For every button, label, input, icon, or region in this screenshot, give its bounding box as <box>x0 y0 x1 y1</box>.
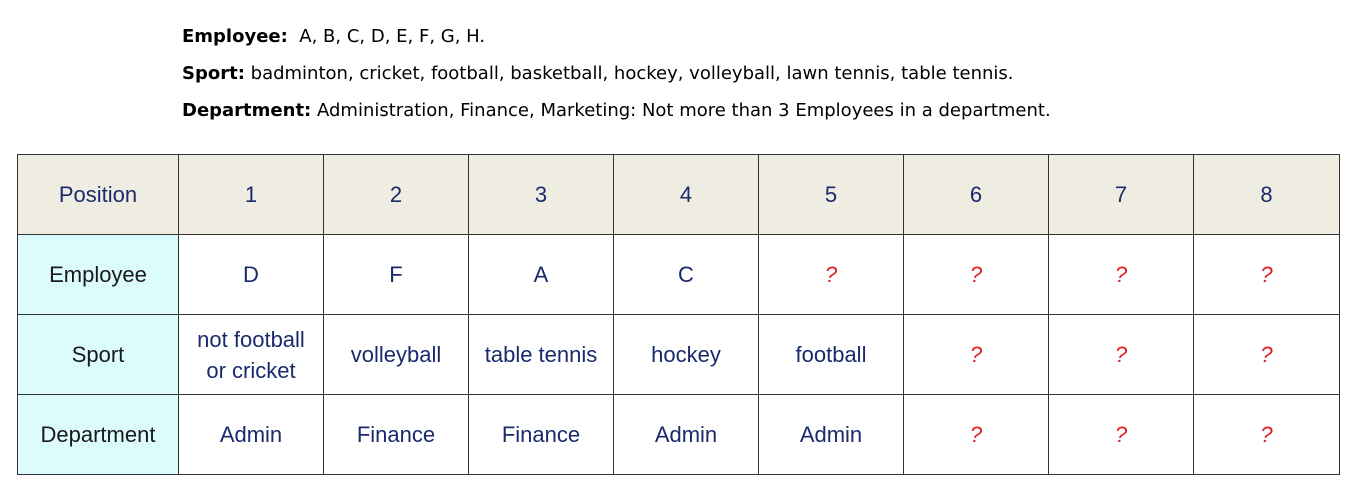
employee-cell-text: A <box>533 262 549 287</box>
department-cell-1: Admin <box>178 394 324 475</box>
department-cell-text: Admin <box>799 422 863 447</box>
position-row: Position 1 2 3 4 5 6 7 8 <box>17 154 1340 235</box>
employee-label: Employee: <box>182 26 288 47</box>
header-cell-8: 8 <box>1193 154 1340 235</box>
sport-row: Sport not football or cricket volleyball ta… <box>17 314 1340 395</box>
employee-cell-text: ? <box>1260 262 1273 287</box>
department-cell-8: ? <box>1193 394 1340 475</box>
sport-label: Sport: <box>182 63 245 84</box>
department-line: Department: Administration, Finance, Mar… <box>182 92 1051 129</box>
sport-cell-8: ? <box>1193 314 1340 395</box>
sport-cell-4: hockey <box>613 314 759 395</box>
sport-cell-2: volleyball <box>323 314 469 395</box>
employee-cell-5: ? <box>758 234 904 315</box>
employee-cell-text: C <box>678 262 694 287</box>
header-cell-text: 7 <box>1114 182 1128 207</box>
employee-cell-2: F <box>323 234 469 315</box>
header-cell-text: 2 <box>389 182 403 207</box>
header-cell-text: 8 <box>1260 182 1273 207</box>
header-cell-6: 6 <box>903 154 1049 235</box>
department-cell-text: Admin <box>654 422 718 447</box>
header-cell-text: 4 <box>679 182 693 207</box>
employee-cell-text: ? <box>824 262 838 287</box>
sport-cell-text: table tennis <box>484 342 598 367</box>
sport-cell-7: ? <box>1048 314 1194 395</box>
department-cell-7: ? <box>1048 394 1194 475</box>
employee-cell-text: ? <box>969 262 983 287</box>
sport-cell-text: ? <box>1260 342 1273 367</box>
sport-cell-3: table tennis <box>468 314 614 395</box>
header-cell-4: 4 <box>613 154 759 235</box>
sport-cell-6: ? <box>903 314 1049 395</box>
department-cell-text: Admin <box>219 422 283 447</box>
header-cell-2: 2 <box>323 154 469 235</box>
department-cell-2: Finance <box>323 394 469 475</box>
employee-cell-4: C <box>613 234 759 315</box>
employee-row: Employee D F A C???? <box>17 234 1340 315</box>
header-cell-1: 1 <box>178 154 324 235</box>
employee-cell-1: D <box>178 234 324 315</box>
header-cell-text: 1 <box>244 182 258 207</box>
employee-cell-text: F <box>389 262 403 287</box>
header-row-label: Position <box>17 154 179 235</box>
department-cell-text: Finance <box>356 422 436 447</box>
employee-cell-3: A <box>468 234 614 315</box>
sport-cell-text: ? <box>1114 342 1128 367</box>
department-cell-text: ? <box>1260 422 1273 447</box>
arrangement-table: Position 1 2 3 4 5 6 7 8 Employee D F A C???? Sport not… <box>17 154 1340 475</box>
department-cell-5: Admin <box>758 394 904 475</box>
employee-row-label: Employee <box>17 234 179 315</box>
header-cell-text: 6 <box>969 182 983 207</box>
department-cell-4: Admin <box>613 394 759 475</box>
header-cell-5: 5 <box>758 154 904 235</box>
sport-cell-text: hockey <box>651 342 721 367</box>
sport-values: badminton, cricket, football, basketball… <box>250 63 1014 84</box>
department-cell-6: ? <box>903 394 1049 475</box>
department-row: Department Admin Finance Finance Admin Admin?… <box>17 394 1340 475</box>
employee-cell-6: ? <box>903 234 1049 315</box>
constraints-block: Employee: A, B, C, D, E, F, G, H. Sport:… <box>182 18 1051 129</box>
sport-line: Sport: badminton, cricket, football, bas… <box>182 55 1051 92</box>
sport-cell-5: football <box>758 314 904 395</box>
sport-row-label: Sport <box>17 314 179 395</box>
employee-cell-text: D <box>243 262 259 287</box>
header-cell-text: 5 <box>824 182 838 207</box>
department-cell-text: ? <box>969 422 983 447</box>
employee-cell-text: ? <box>1114 262 1128 287</box>
sport-cell-1: not football or cricket <box>178 314 324 395</box>
sport-cell-text: not football or cricket <box>197 326 305 383</box>
sport-cell-text: ? <box>969 342 983 367</box>
employee-line: Employee: A, B, C, D, E, F, G, H. <box>182 18 1051 55</box>
department-row-label: Department <box>17 394 179 475</box>
employee-values: A, B, C, D, E, F, G, H. <box>299 26 486 47</box>
sport-cell-text: volleyball <box>350 342 442 367</box>
department-values: Administration, Finance, Marketing: Not … <box>316 100 1051 121</box>
sport-cell-text: football <box>795 342 867 367</box>
department-cell-3: Finance <box>468 394 614 475</box>
department-label: Department: <box>182 100 312 121</box>
department-cell-text: Finance <box>501 422 581 447</box>
employee-cell-7: ? <box>1048 234 1194 315</box>
header-cell-3: 3 <box>468 154 614 235</box>
department-cell-text: ? <box>1114 422 1128 447</box>
employee-cell-8: ? <box>1193 234 1340 315</box>
header-cell-7: 7 <box>1048 154 1194 235</box>
header-cell-text: 3 <box>534 182 548 207</box>
